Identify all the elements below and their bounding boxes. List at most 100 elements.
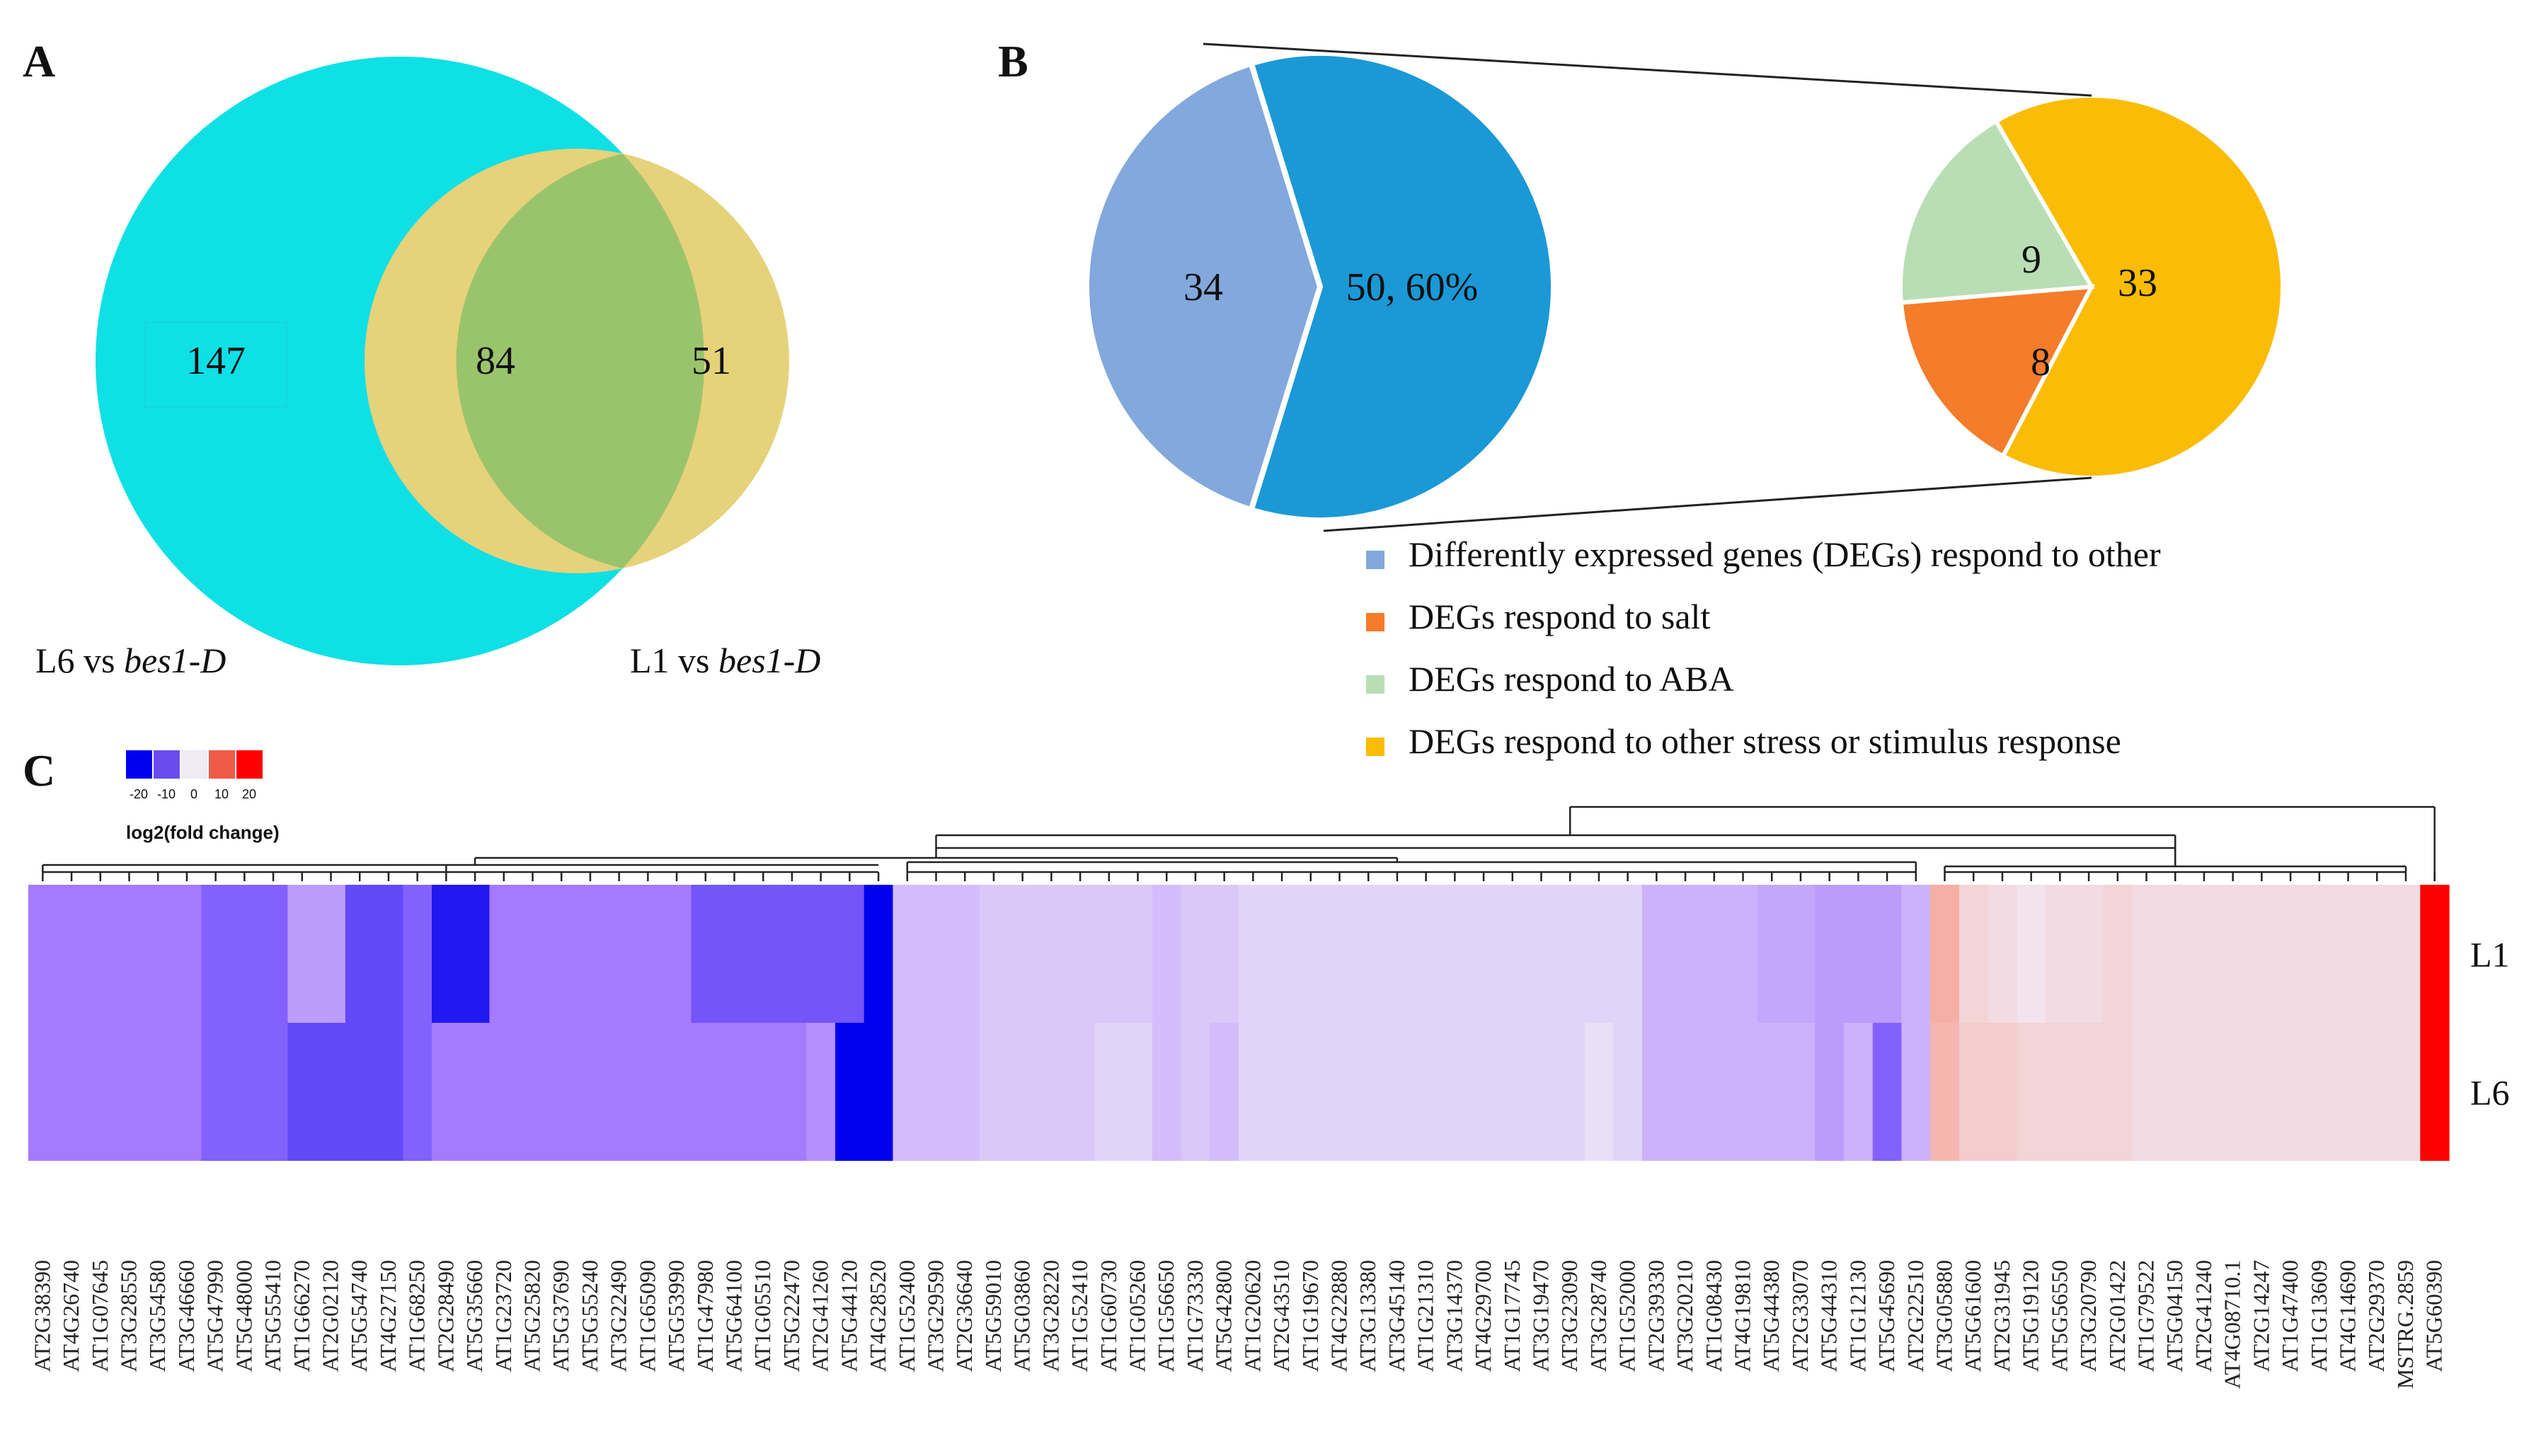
heat-cell-L1-32 [950, 885, 980, 1024]
heat-cell-L1-2 [86, 885, 115, 1024]
heat-cell-L6-62 [1815, 1023, 1845, 1161]
heat-cell-L6-32 [950, 1023, 980, 1161]
scale-swatch-1 [154, 750, 180, 779]
heat-cell-L6-1 [57, 1023, 87, 1161]
gene-label-54: AT3G28740 [1585, 1260, 1611, 1372]
scale-swatch-3 [209, 750, 235, 779]
heat-cell-L6-30 [893, 1023, 922, 1161]
heat-cell-L6-29 [864, 1023, 894, 1161]
gene-label-38: AT1G05260 [1125, 1260, 1150, 1372]
gene-label-77: AT2G14247 [2248, 1260, 2273, 1372]
venn-set-label-l6-italic: bes1-D [124, 641, 226, 680]
heat-cell-L1-47 [1382, 885, 1412, 1024]
heat-cell-L6-78 [2276, 1023, 2306, 1161]
gene-label-47: AT3G45140 [1384, 1260, 1409, 1372]
heat-cell-L1-10 [316, 885, 346, 1024]
gene-label-64: AT5G45690 [1874, 1260, 1899, 1372]
heat-cell-L1-46 [1353, 885, 1384, 1024]
connector-bottom [1323, 476, 2092, 532]
sub-pie-slice-1 [1898, 284, 2096, 459]
heat-cell-L6-72 [2103, 1023, 2133, 1161]
heat-cell-L1-34 [1008, 885, 1038, 1024]
heat-cell-L6-48 [1411, 1023, 1441, 1161]
heat-cell-L6-35 [1037, 1023, 1067, 1161]
heat-cell-L6-71 [2074, 1023, 2104, 1161]
heat-cell-L1-22 [662, 885, 692, 1024]
gene-label-23: AT1G47980 [692, 1260, 718, 1372]
heat-cell-L1-58 [1699, 885, 1729, 1024]
venn-diagram: 147 84 51 L6 vs bes1-D L1 vs bes1-D [35, 57, 820, 680]
heat-cell-L6-73 [2132, 1023, 2162, 1161]
venn-intersection-count: 84 [476, 339, 515, 383]
sub-pie-slice-2 [1898, 118, 2095, 305]
heat-cell-L1-60 [1757, 885, 1787, 1024]
heat-cell-L1-51 [1498, 885, 1527, 1024]
legend-label-1: DEGs respond to salt [1409, 597, 1710, 636]
gene-label-71: AT3G20790 [2075, 1260, 2101, 1372]
venn-set-label-l6: L6 vs bes1-D [35, 641, 226, 680]
gene-label-1: AT4G26740 [58, 1260, 84, 1372]
heat-cell-L1-57 [1670, 885, 1701, 1024]
gene-label-5: AT3G46660 [173, 1260, 199, 1372]
heat-cell-L6-19 [575, 1023, 605, 1161]
gene-label-8: AT5G55410 [260, 1260, 285, 1372]
panel-label-c: C [23, 745, 55, 796]
sub-pie-slice-label-2: 9 [2022, 238, 2041, 282]
heat-cell-L6-46 [1353, 1023, 1384, 1161]
heat-cell-L6-4 [143, 1023, 173, 1161]
gene-label-22: AT5G53990 [663, 1260, 689, 1372]
gene-label-80: AT4G14690 [2335, 1260, 2361, 1372]
heat-cell-L1-7 [230, 885, 260, 1024]
heat-cell-L6-8 [258, 1023, 289, 1161]
gene-label-2: AT1G07645 [87, 1260, 113, 1372]
gene-label-78: AT1G47400 [2277, 1260, 2303, 1372]
heat-cell-L6-76 [2218, 1023, 2248, 1161]
gene-label-70: AT5G56550 [2046, 1260, 2072, 1372]
heat-cell-L1-76 [2218, 885, 2248, 1024]
scale-title: log2(fold change) [126, 822, 280, 843]
sub-pie-slice-0 [1992, 93, 2285, 480]
gene-label-60: AT5G44380 [1758, 1260, 1784, 1372]
gene-label-31: AT3G29590 [923, 1260, 948, 1372]
heat-cell-L1-79 [2305, 885, 2334, 1024]
heat-cell-L6-38 [1123, 1023, 1153, 1161]
pie-legend: Differently expressed genes (DEGs) respo… [1366, 534, 2161, 761]
heat-cell-L1-53 [1555, 885, 1585, 1024]
heatmap-gene-labels: AT2G38390 AT4G26740 AT1G07645 AT3G28550 AT3G… [29, 1260, 2446, 1389]
heat-cell-L6-24 [720, 1023, 750, 1161]
heat-cell-L6-33 [979, 1023, 1009, 1161]
gene-label-56: AT2G39330 [1643, 1260, 1668, 1372]
heat-cell-L1-40 [1181, 885, 1210, 1024]
gene-label-20: AT3G22490 [606, 1260, 631, 1372]
heat-cell-L1-4 [143, 885, 173, 1024]
heat-cell-L1-17 [518, 885, 548, 1024]
heat-cell-L6-68 [1988, 1023, 2017, 1161]
gene-label-25: AT1G05510 [750, 1260, 775, 1372]
heat-cell-L6-47 [1382, 1023, 1412, 1161]
legend-swatch-2 [1366, 675, 1384, 694]
heat-cell-L6-18 [546, 1023, 577, 1161]
gene-label-12: AT4G27150 [375, 1260, 401, 1372]
heat-cell-L1-82 [2391, 885, 2421, 1024]
heat-cell-L6-12 [374, 1023, 403, 1161]
gene-label-15: AT5G35660 [461, 1260, 487, 1372]
heat-cell-L1-3 [115, 885, 144, 1024]
heat-cell-L1-41 [1210, 885, 1239, 1024]
heat-cell-L6-51 [1498, 1023, 1527, 1161]
gene-label-27: AT2G41260 [808, 1260, 833, 1372]
heat-cell-L1-50 [1469, 885, 1499, 1024]
heat-cell-L1-24 [720, 885, 750, 1024]
gene-label-44: AT1G19670 [1297, 1260, 1323, 1372]
heat-cell-L6-65 [1901, 1023, 1931, 1161]
heat-cell-L6-5 [172, 1023, 202, 1161]
heat-cell-L6-36 [1065, 1023, 1096, 1161]
gene-label-81: AT2G29370 [2363, 1260, 2389, 1372]
venn-intersection [456, 154, 705, 568]
heat-cell-L6-41 [1210, 1023, 1239, 1161]
heat-cell-L6-6 [201, 1023, 231, 1161]
heatmap-row-labels: L1 L6 [2470, 935, 2510, 1113]
heat-cell-L1-65 [1901, 885, 1931, 1024]
gene-label-7: AT5G48000 [231, 1260, 256, 1372]
heat-cell-L1-59 [1728, 885, 1758, 1024]
heat-cell-L1-74 [2160, 885, 2191, 1024]
